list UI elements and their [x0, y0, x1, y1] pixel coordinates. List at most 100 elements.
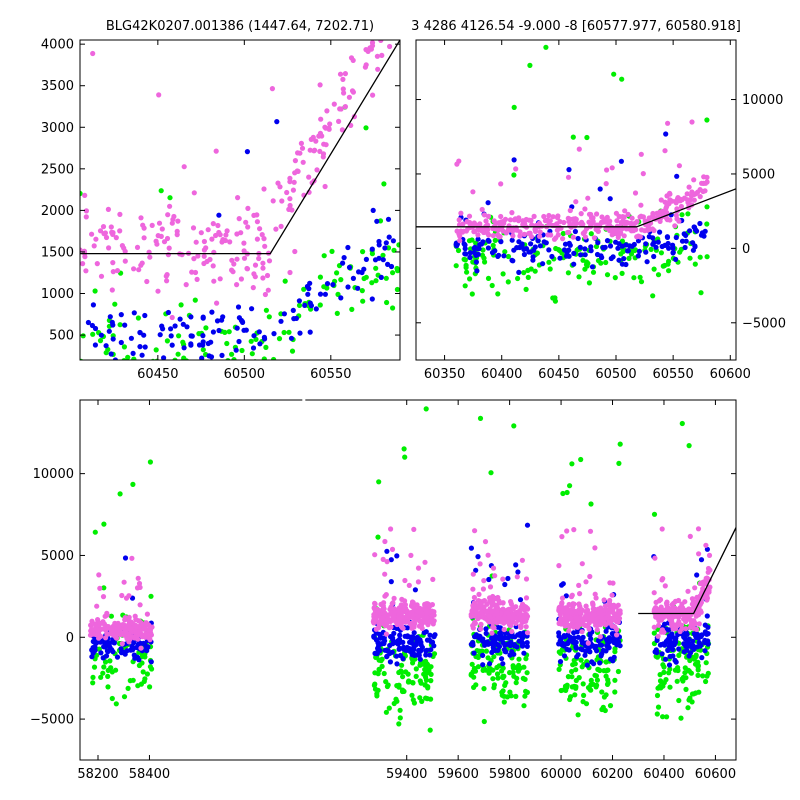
- data-point-pink: [560, 236, 566, 242]
- data-point-green: [468, 672, 474, 678]
- data-point-pink: [492, 573, 498, 579]
- data-point-blue: [220, 314, 226, 320]
- data-point-pink: [482, 539, 489, 545]
- data-point-green: [704, 117, 710, 123]
- data-point-blue: [671, 642, 678, 648]
- data-point-pink: [665, 120, 671, 126]
- data-point-blue: [683, 238, 689, 244]
- data-point-blue: [654, 649, 660, 656]
- data-point-blue: [188, 333, 194, 339]
- data-point-pink: [555, 232, 561, 238]
- data-point-blue: [657, 229, 663, 235]
- data-point-pink: [132, 623, 138, 629]
- data-point-pink: [431, 612, 437, 618]
- data-point-blue: [330, 282, 336, 288]
- data-point-pink: [591, 235, 598, 241]
- data-point-pink: [638, 151, 644, 157]
- data-point-blue: [107, 314, 113, 320]
- data-point-green: [573, 677, 579, 684]
- data-point-green: [490, 667, 496, 673]
- data-point-blue: [385, 648, 391, 654]
- data-point-green: [130, 481, 136, 487]
- data-point-pink: [667, 617, 673, 623]
- data-point-green: [412, 656, 418, 662]
- data-point-blue: [374, 218, 380, 224]
- data-point-pink: [524, 630, 531, 636]
- data-point-blue: [128, 335, 134, 341]
- data-point-green: [423, 406, 429, 412]
- y-tick-label: 5000: [742, 167, 775, 182]
- data-point-green: [612, 677, 618, 683]
- data-point-pink: [243, 219, 249, 225]
- data-point-pink: [369, 40, 376, 46]
- data-point-pink: [640, 171, 646, 177]
- data-point-blue: [251, 333, 257, 339]
- data-point-pink: [408, 603, 415, 609]
- plot-frame: [79, 399, 737, 761]
- data-point-blue: [662, 242, 668, 248]
- x-tick-label: 60600: [710, 367, 751, 382]
- data-point-blue: [165, 309, 171, 316]
- data-point-green: [473, 240, 479, 246]
- data-point-pink: [584, 607, 591, 613]
- data-point-green: [658, 250, 665, 256]
- data-point-blue: [495, 647, 501, 654]
- x-tick-label: 59400: [386, 767, 427, 782]
- data-point-pink: [238, 230, 244, 236]
- data-point-blue: [388, 557, 394, 563]
- data-point-pink: [317, 148, 323, 154]
- data-point-blue: [589, 659, 595, 665]
- data-point-blue: [324, 281, 331, 287]
- data-point-pink: [165, 212, 171, 218]
- data-point-blue: [404, 647, 410, 653]
- data-point-pink: [616, 214, 623, 220]
- data-point-pink: [481, 212, 487, 218]
- data-point-pink: [113, 235, 119, 241]
- data-point-pink: [399, 624, 405, 631]
- data-point-green: [494, 671, 501, 677]
- data-point-pink: [582, 613, 589, 619]
- data-point-green: [560, 490, 566, 497]
- data-point-blue: [408, 634, 414, 640]
- data-point-blue: [670, 646, 676, 653]
- data-point-pink: [572, 216, 578, 222]
- data-point-pink: [365, 48, 371, 55]
- data-point-blue: [683, 232, 689, 238]
- data-point-pink: [531, 213, 537, 219]
- data-point-blue: [681, 632, 687, 638]
- data-point-green: [676, 697, 682, 704]
- data-point-blue: [317, 291, 324, 297]
- y-tick-label: 1500: [41, 245, 74, 260]
- data-point-blue: [502, 581, 508, 588]
- x-tick-label: 60500: [595, 367, 636, 382]
- data-point-pink: [165, 252, 171, 258]
- data-point-green: [697, 254, 703, 260]
- data-point-pink: [582, 206, 588, 212]
- y-tick-label: 10000: [742, 93, 783, 108]
- data-point-pink: [370, 92, 376, 98]
- data-point-pink: [389, 612, 395, 618]
- data-point-green: [200, 347, 206, 353]
- data-point-pink: [209, 236, 215, 242]
- data-point-green: [603, 692, 609, 698]
- data-point-green: [511, 172, 517, 178]
- data-point-pink: [658, 604, 664, 610]
- data-point-blue: [517, 244, 524, 250]
- data-point-pink: [662, 613, 668, 619]
- data-point-blue: [387, 659, 393, 665]
- data-point-pink: [388, 8, 393, 13]
- data-point-blue: [625, 248, 631, 254]
- title-left: BLG42K0207.001386 (1447.64, 7202.71): [106, 19, 374, 34]
- data-point-pink: [598, 609, 604, 615]
- data-point-green: [495, 675, 501, 681]
- data-point-blue: [483, 626, 489, 632]
- data-point-green: [135, 683, 141, 689]
- data-point-pink: [573, 199, 579, 205]
- data-point-pink: [652, 555, 658, 561]
- data-point-blue: [114, 654, 121, 660]
- data-point-green: [226, 329, 232, 335]
- data-point-green: [558, 687, 564, 694]
- data-point-pink: [695, 189, 701, 195]
- data-point-green: [469, 291, 475, 297]
- plot-frame: [79, 39, 401, 361]
